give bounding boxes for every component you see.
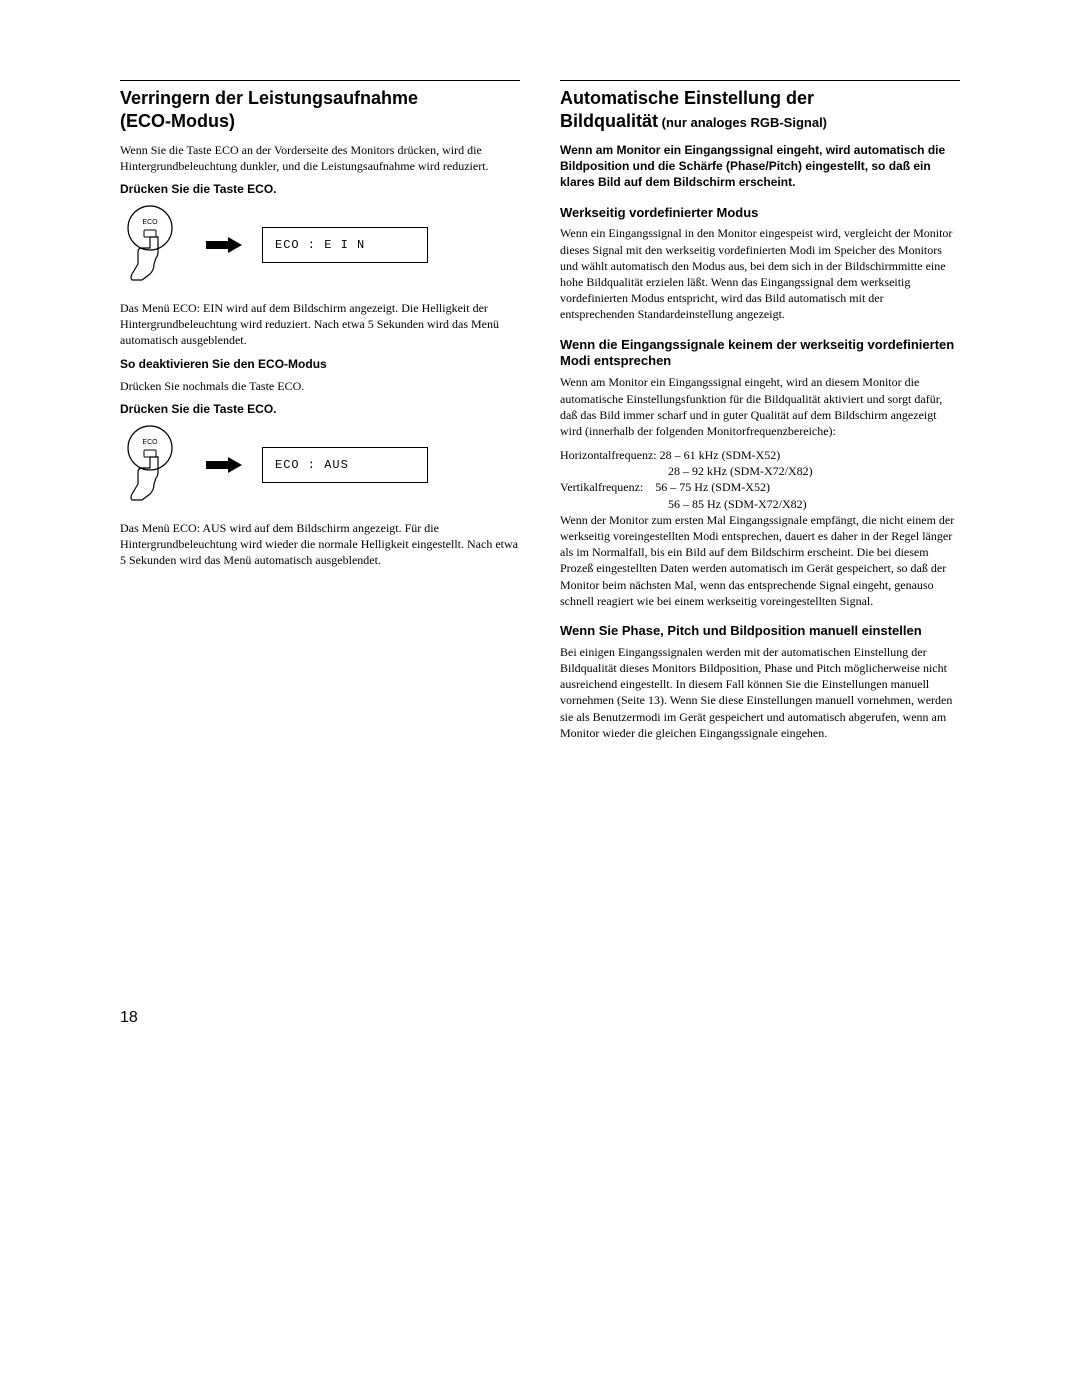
section-rule — [120, 80, 520, 81]
para-firsttime: Wenn der Monitor zum ersten Mal Eingangs… — [560, 512, 960, 609]
arrow-icon — [206, 237, 242, 253]
eco-off-diagram: ECO ECO : AUS — [120, 424, 520, 506]
eco-on-diagram: ECO ECO : E I N — [120, 204, 520, 286]
para-werkseitig: Wenn ein Eingangssignal in den Monitor e… — [560, 225, 960, 322]
deactivate-heading: So deaktivieren Sie den ECO-Modus — [120, 357, 520, 373]
section-rule — [560, 80, 960, 81]
svg-text:ECO: ECO — [142, 439, 158, 446]
hfreq1: Horizontalfrequenz: 28 – 61 kHz (SDM-X52… — [560, 447, 960, 463]
right-intro-bold: Wenn am Monitor ein Eingangssignal einge… — [560, 142, 960, 191]
deactivate-text: Drücken Sie nochmals die Taste ECO. — [120, 378, 520, 394]
press-eco-label-1: Drücken Sie die Taste ECO. — [120, 182, 520, 198]
title-line2a: Bildqualität — [560, 111, 658, 131]
vfreq1: Vertikalfrequenz: 56 – 75 Hz (SDM-X52) — [560, 479, 960, 495]
title-line2: (ECO-Modus) — [120, 111, 235, 131]
para-eco-on: Das Menü ECO: EIN wird auf dem Bildschir… — [120, 300, 520, 349]
left-title: Verringern der Leistungsaufnahme (ECO-Mo… — [120, 87, 520, 132]
h2-manuell: Wenn Sie Phase, Pitch und Bildposition m… — [560, 623, 960, 640]
eco-button-icon: ECO — [120, 204, 186, 286]
title-line1: Verringern der Leistungsaufnahme — [120, 88, 418, 108]
h2-werkseitig: Werkseitig vordefinierter Modus — [560, 205, 960, 222]
svg-text:ECO: ECO — [142, 219, 158, 226]
para-keinem: Wenn am Monitor ein Eingangssignal einge… — [560, 374, 960, 439]
frequency-block: Horizontalfrequenz: 28 – 61 kHz (SDM-X52… — [560, 447, 960, 512]
hfreq2: 28 – 92 kHz (SDM-X72/X82) — [560, 463, 960, 479]
eco-button-icon: ECO — [120, 424, 186, 506]
press-eco-label-2: Drücken Sie die Taste ECO. — [120, 402, 520, 418]
h2-keinem: Wenn die Eingangssignale keinem der werk… — [560, 337, 960, 371]
right-column: Automatische Einstellung der Bildqualitä… — [560, 80, 960, 749]
left-column: Verringern der Leistungsaufnahme (ECO-Mo… — [120, 80, 520, 749]
title-line2b: (nur analoges RGB-Signal) — [658, 115, 827, 130]
left-intro: Wenn Sie die Taste ECO an der Vorderseit… — [120, 142, 520, 174]
title-line1: Automatische Einstellung der — [560, 88, 814, 108]
eco-off-box: ECO : AUS — [262, 447, 428, 483]
para-eco-off: Das Menü ECO: AUS wird auf dem Bildschir… — [120, 520, 520, 569]
page-number: 18 — [120, 1009, 960, 1027]
arrow-icon — [206, 457, 242, 473]
para-manuell: Bei einigen Eingangssignalen werden mit … — [560, 644, 960, 741]
eco-on-box: ECO : E I N — [262, 227, 428, 263]
vfreq2: 56 – 85 Hz (SDM-X72/X82) — [560, 496, 960, 512]
right-title: Automatische Einstellung der Bildqualitä… — [560, 87, 960, 132]
